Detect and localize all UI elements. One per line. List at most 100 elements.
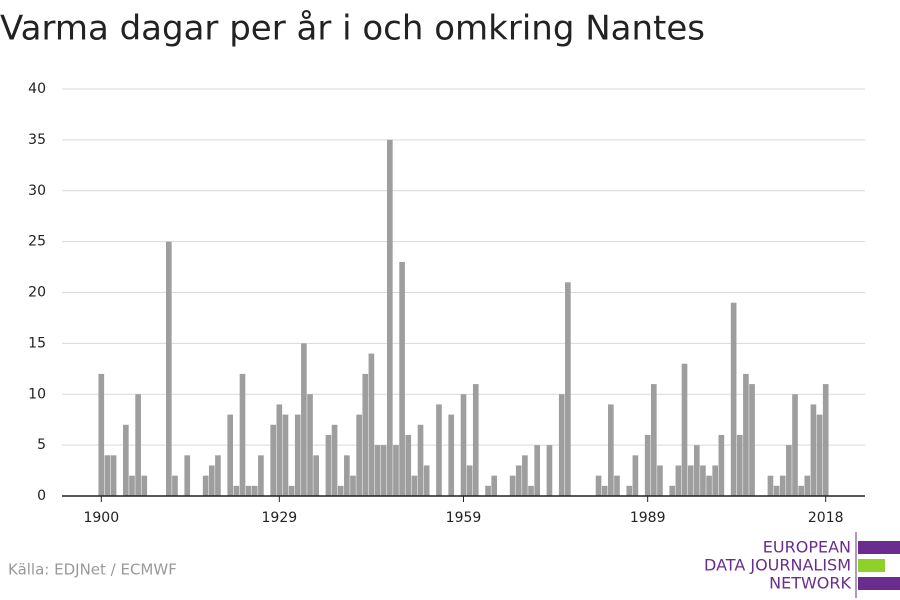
y-tick-label: 30 xyxy=(28,183,46,199)
bar xyxy=(313,455,319,496)
bar xyxy=(301,343,307,496)
bar xyxy=(399,261,405,496)
x-tick-label: 1929 xyxy=(262,510,298,526)
bar xyxy=(208,465,215,496)
bar xyxy=(558,394,565,496)
bar xyxy=(233,485,240,496)
bar xyxy=(779,475,786,496)
bar xyxy=(546,445,553,496)
bar xyxy=(792,394,798,496)
bar xyxy=(515,465,522,496)
bar xyxy=(417,424,424,496)
bar xyxy=(743,373,749,496)
bar xyxy=(356,414,362,496)
x-tick-label: 1989 xyxy=(630,510,666,526)
bar xyxy=(706,475,712,496)
y-tick-label: 15 xyxy=(28,335,46,351)
y-tick-label: 0 xyxy=(37,488,46,504)
bar xyxy=(693,445,700,496)
bar xyxy=(614,475,620,496)
bar xyxy=(730,302,737,496)
source: Källa: EDJNet / ECMWF xyxy=(8,561,177,579)
bar xyxy=(337,485,344,496)
bar xyxy=(258,455,264,496)
bar xyxy=(405,434,412,496)
bar xyxy=(307,394,313,496)
bar xyxy=(411,475,418,496)
bar xyxy=(534,445,540,496)
logo-bar xyxy=(858,577,900,590)
y-tick-label: 25 xyxy=(28,234,46,250)
bar xyxy=(423,465,430,496)
bar xyxy=(565,282,571,496)
bar xyxy=(608,404,614,496)
bar xyxy=(202,475,209,496)
logo-text: EUROPEAN xyxy=(763,538,851,557)
bar xyxy=(227,414,234,496)
x-tick-label: 1900 xyxy=(83,510,119,526)
bar xyxy=(172,475,178,496)
y-tick-label: 35 xyxy=(28,132,46,148)
bar xyxy=(669,485,676,496)
logo-text: DATA JOURNALISM xyxy=(704,556,851,575)
bar xyxy=(528,485,534,496)
bar xyxy=(466,465,473,496)
y-tick-label: 40 xyxy=(28,81,46,97)
bar xyxy=(485,485,491,496)
y-tick-label: 10 xyxy=(28,386,46,402)
bar xyxy=(700,465,706,496)
bar xyxy=(460,394,467,496)
bar xyxy=(491,475,498,496)
bar xyxy=(110,455,117,496)
bar xyxy=(331,424,338,496)
bar xyxy=(712,465,719,496)
bar xyxy=(245,485,252,496)
bar xyxy=(681,363,688,496)
chart-title: Varma dagar per år i och omkring Nantes xyxy=(0,9,705,49)
bar xyxy=(773,485,780,496)
bar xyxy=(141,475,148,496)
bar xyxy=(387,139,393,496)
bar xyxy=(368,353,375,496)
bar xyxy=(644,434,651,496)
bar xyxy=(798,485,804,496)
logo-text: NETWORK xyxy=(769,574,851,593)
x-tick-label: 1959 xyxy=(446,510,482,526)
bar xyxy=(657,465,663,496)
bar xyxy=(436,404,442,496)
bar xyxy=(749,384,755,496)
bar xyxy=(135,394,141,496)
y-tick-label: 20 xyxy=(28,285,46,301)
bar xyxy=(239,373,246,496)
bar xyxy=(472,384,479,496)
bar xyxy=(736,434,743,496)
bar xyxy=(650,384,657,496)
bar xyxy=(344,455,350,496)
bar xyxy=(294,414,301,496)
bar xyxy=(393,445,399,496)
bar xyxy=(350,475,356,496)
bar xyxy=(786,445,792,496)
bar xyxy=(595,475,602,496)
x-tick-label: 2018 xyxy=(808,510,844,526)
bar xyxy=(123,424,129,496)
bar xyxy=(601,485,608,496)
y-tick-label: 5 xyxy=(37,437,46,453)
bar xyxy=(325,434,332,496)
bar xyxy=(104,455,111,496)
bar xyxy=(448,414,455,496)
bar xyxy=(675,465,682,496)
bar xyxy=(374,445,381,496)
bar xyxy=(626,485,633,496)
bar xyxy=(632,455,639,496)
bar xyxy=(362,373,369,496)
bar xyxy=(810,404,817,496)
bar xyxy=(251,485,258,496)
bar xyxy=(288,485,295,496)
bar xyxy=(687,465,694,496)
bar xyxy=(380,445,387,496)
bar xyxy=(282,414,289,496)
bar xyxy=(804,475,811,496)
bar xyxy=(129,475,135,496)
